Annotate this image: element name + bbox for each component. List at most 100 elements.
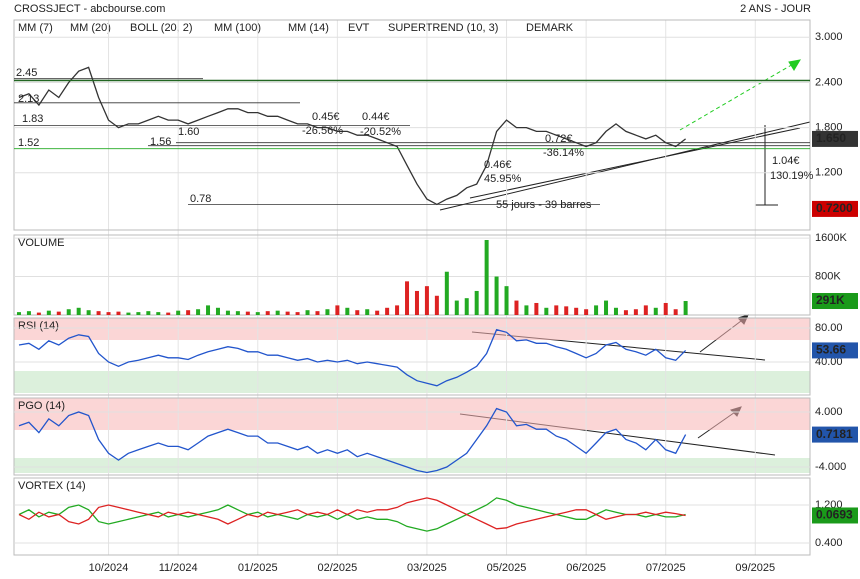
last-value-box [812, 426, 858, 443]
volume-bar [544, 307, 549, 315]
panel-frame [13, 397, 811, 476]
y-tick-label: 80.00 [815, 322, 843, 334]
volume-bar [434, 295, 439, 315]
volume-bar [584, 309, 589, 315]
series-line [18, 497, 686, 532]
annotation: 130.19% [770, 170, 814, 182]
last-value-label: 53.66 [816, 343, 846, 357]
volume-bar [166, 312, 171, 315]
volume-bar [245, 311, 250, 315]
chart-title: CROSSJECT - abcbourse.com [14, 3, 165, 15]
series-line [18, 407, 687, 474]
volume-bar [653, 307, 658, 315]
last-value-label: 0.7200 [816, 201, 853, 215]
volume-bar [325, 309, 330, 315]
level-label: 2.13 [18, 93, 39, 105]
volume-bar [206, 305, 211, 315]
annotation: 55 jours - 39 barres [496, 199, 592, 211]
volume-bar [424, 286, 429, 315]
x-tick-label: 03/2025 [407, 562, 447, 574]
legend-entry: EVT [348, 22, 370, 34]
level-label: 1.83 [22, 113, 43, 125]
volume-bar [494, 276, 499, 315]
level-label: 1.60 [178, 126, 199, 138]
x-tick-label: 11/2024 [159, 562, 198, 574]
volume-bar [116, 311, 121, 315]
y-tick-label: 3.000 [815, 31, 843, 43]
annotation: -36.14% [543, 147, 584, 159]
panel-title: VORTEX (14) [18, 480, 86, 492]
volume-bar [225, 310, 230, 315]
annotation: 0.46€ [484, 159, 512, 171]
volume-bar [405, 281, 410, 315]
legend-entry: MM (7) [18, 22, 53, 34]
volume-bar [385, 307, 390, 315]
level-label: 1.52 [18, 137, 39, 149]
x-tick-label: 01/2025 [238, 562, 278, 574]
volume-bar [146, 311, 151, 315]
volume-bar [275, 310, 280, 315]
last-value-label: 0.0693 [816, 508, 853, 522]
period: 2 ANS - JOUR [740, 3, 811, 15]
volume-bar [355, 310, 360, 315]
x-tick-label: 10/2024 [89, 562, 129, 574]
annotation: -20.52% [360, 126, 401, 138]
volume-bar [96, 311, 101, 315]
volume-bar [594, 305, 599, 315]
level-label: 1.56 [150, 136, 171, 148]
last-value-box [812, 293, 858, 310]
volume-bar [454, 300, 459, 315]
last-value-box [812, 507, 858, 524]
legend-entry: SUPERTREND (10, 3) [388, 22, 498, 34]
x-tick-label: 09/2025 [735, 562, 775, 574]
y-tick-label: -4.000 [815, 461, 846, 473]
zone-band [14, 371, 810, 393]
volume-bar [315, 311, 320, 315]
volume-bar [604, 300, 609, 315]
volume-bar [156, 312, 161, 315]
zone-band [14, 398, 810, 430]
volume-bar [265, 311, 270, 315]
volume-bar [196, 309, 201, 315]
panel-frame [13, 317, 811, 396]
annotation: 1.04€ [772, 155, 800, 167]
panel-title: PGO (14) [18, 400, 65, 412]
volume-bar [126, 312, 131, 315]
panel-title: RSI (14) [18, 320, 59, 332]
x-tick-label: 06/2025 [566, 562, 606, 574]
volume-bar [345, 307, 350, 315]
y-tick-label: 2.400 [815, 76, 843, 88]
volume-bar [16, 312, 21, 315]
volume-bar [673, 309, 678, 315]
volume-bar [76, 307, 81, 315]
last-value-box [812, 200, 858, 217]
volume-bar [554, 305, 559, 315]
volume-bar [56, 311, 61, 315]
x-tick-label: 07/2025 [646, 562, 686, 574]
last-value-label: 1.650 [816, 131, 846, 145]
annotation: 0.72€ [545, 133, 573, 145]
annotation: -26.56% [302, 125, 343, 137]
series-line [18, 497, 686, 530]
series-line [18, 66, 686, 206]
y-tick-label: 1.800 [815, 122, 843, 134]
y-tick-label: 40.00 [815, 356, 843, 368]
zone-band [14, 458, 810, 473]
volume-bar [335, 305, 340, 315]
volume-bar [66, 309, 71, 315]
panel-frame [13, 477, 811, 556]
volume-bar [46, 310, 51, 315]
volume-bar [375, 310, 380, 315]
y-tick-label: 800K [815, 270, 841, 282]
volume-bar [26, 311, 31, 315]
volume-bar [136, 312, 141, 315]
legend-entry: MM (14) [288, 22, 329, 34]
volume-bar [534, 302, 539, 315]
volume-bar [514, 300, 519, 315]
legend: MM (7) MM (20) BOLL (20, 2) MM (100) MM (14)… [18, 22, 574, 34]
volume-bar [474, 290, 479, 315]
volume-bar [235, 311, 240, 315]
last-value-box [812, 130, 858, 147]
x-tick-label: 05/2025 [487, 562, 527, 574]
